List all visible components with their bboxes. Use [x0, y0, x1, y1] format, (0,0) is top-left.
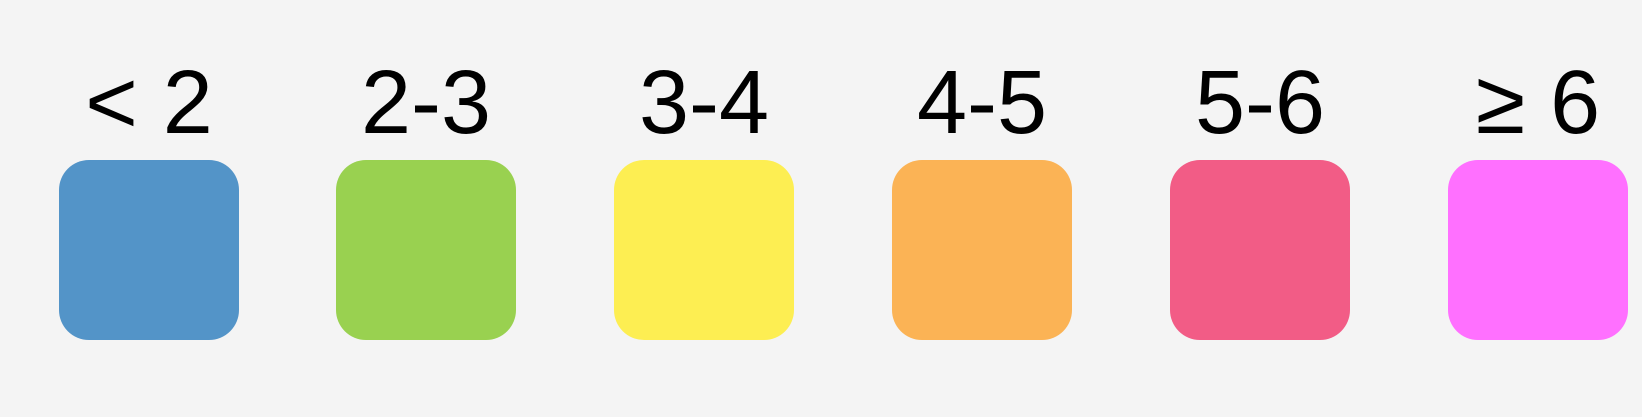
legend-label: < 2 — [85, 53, 213, 153]
legend-label: 3-4 — [638, 53, 770, 153]
color-swatch — [1170, 160, 1350, 340]
legend-label: 4-5 — [916, 53, 1048, 153]
color-swatch — [892, 160, 1072, 340]
legend-label: ≥ 6 — [1475, 53, 1601, 153]
color-swatch — [59, 160, 239, 340]
color-swatch — [1448, 160, 1628, 340]
color-swatch — [614, 160, 794, 340]
legend-label: 2-3 — [360, 53, 492, 153]
legend-label: 5-6 — [1194, 53, 1326, 153]
color-swatch — [336, 160, 516, 340]
